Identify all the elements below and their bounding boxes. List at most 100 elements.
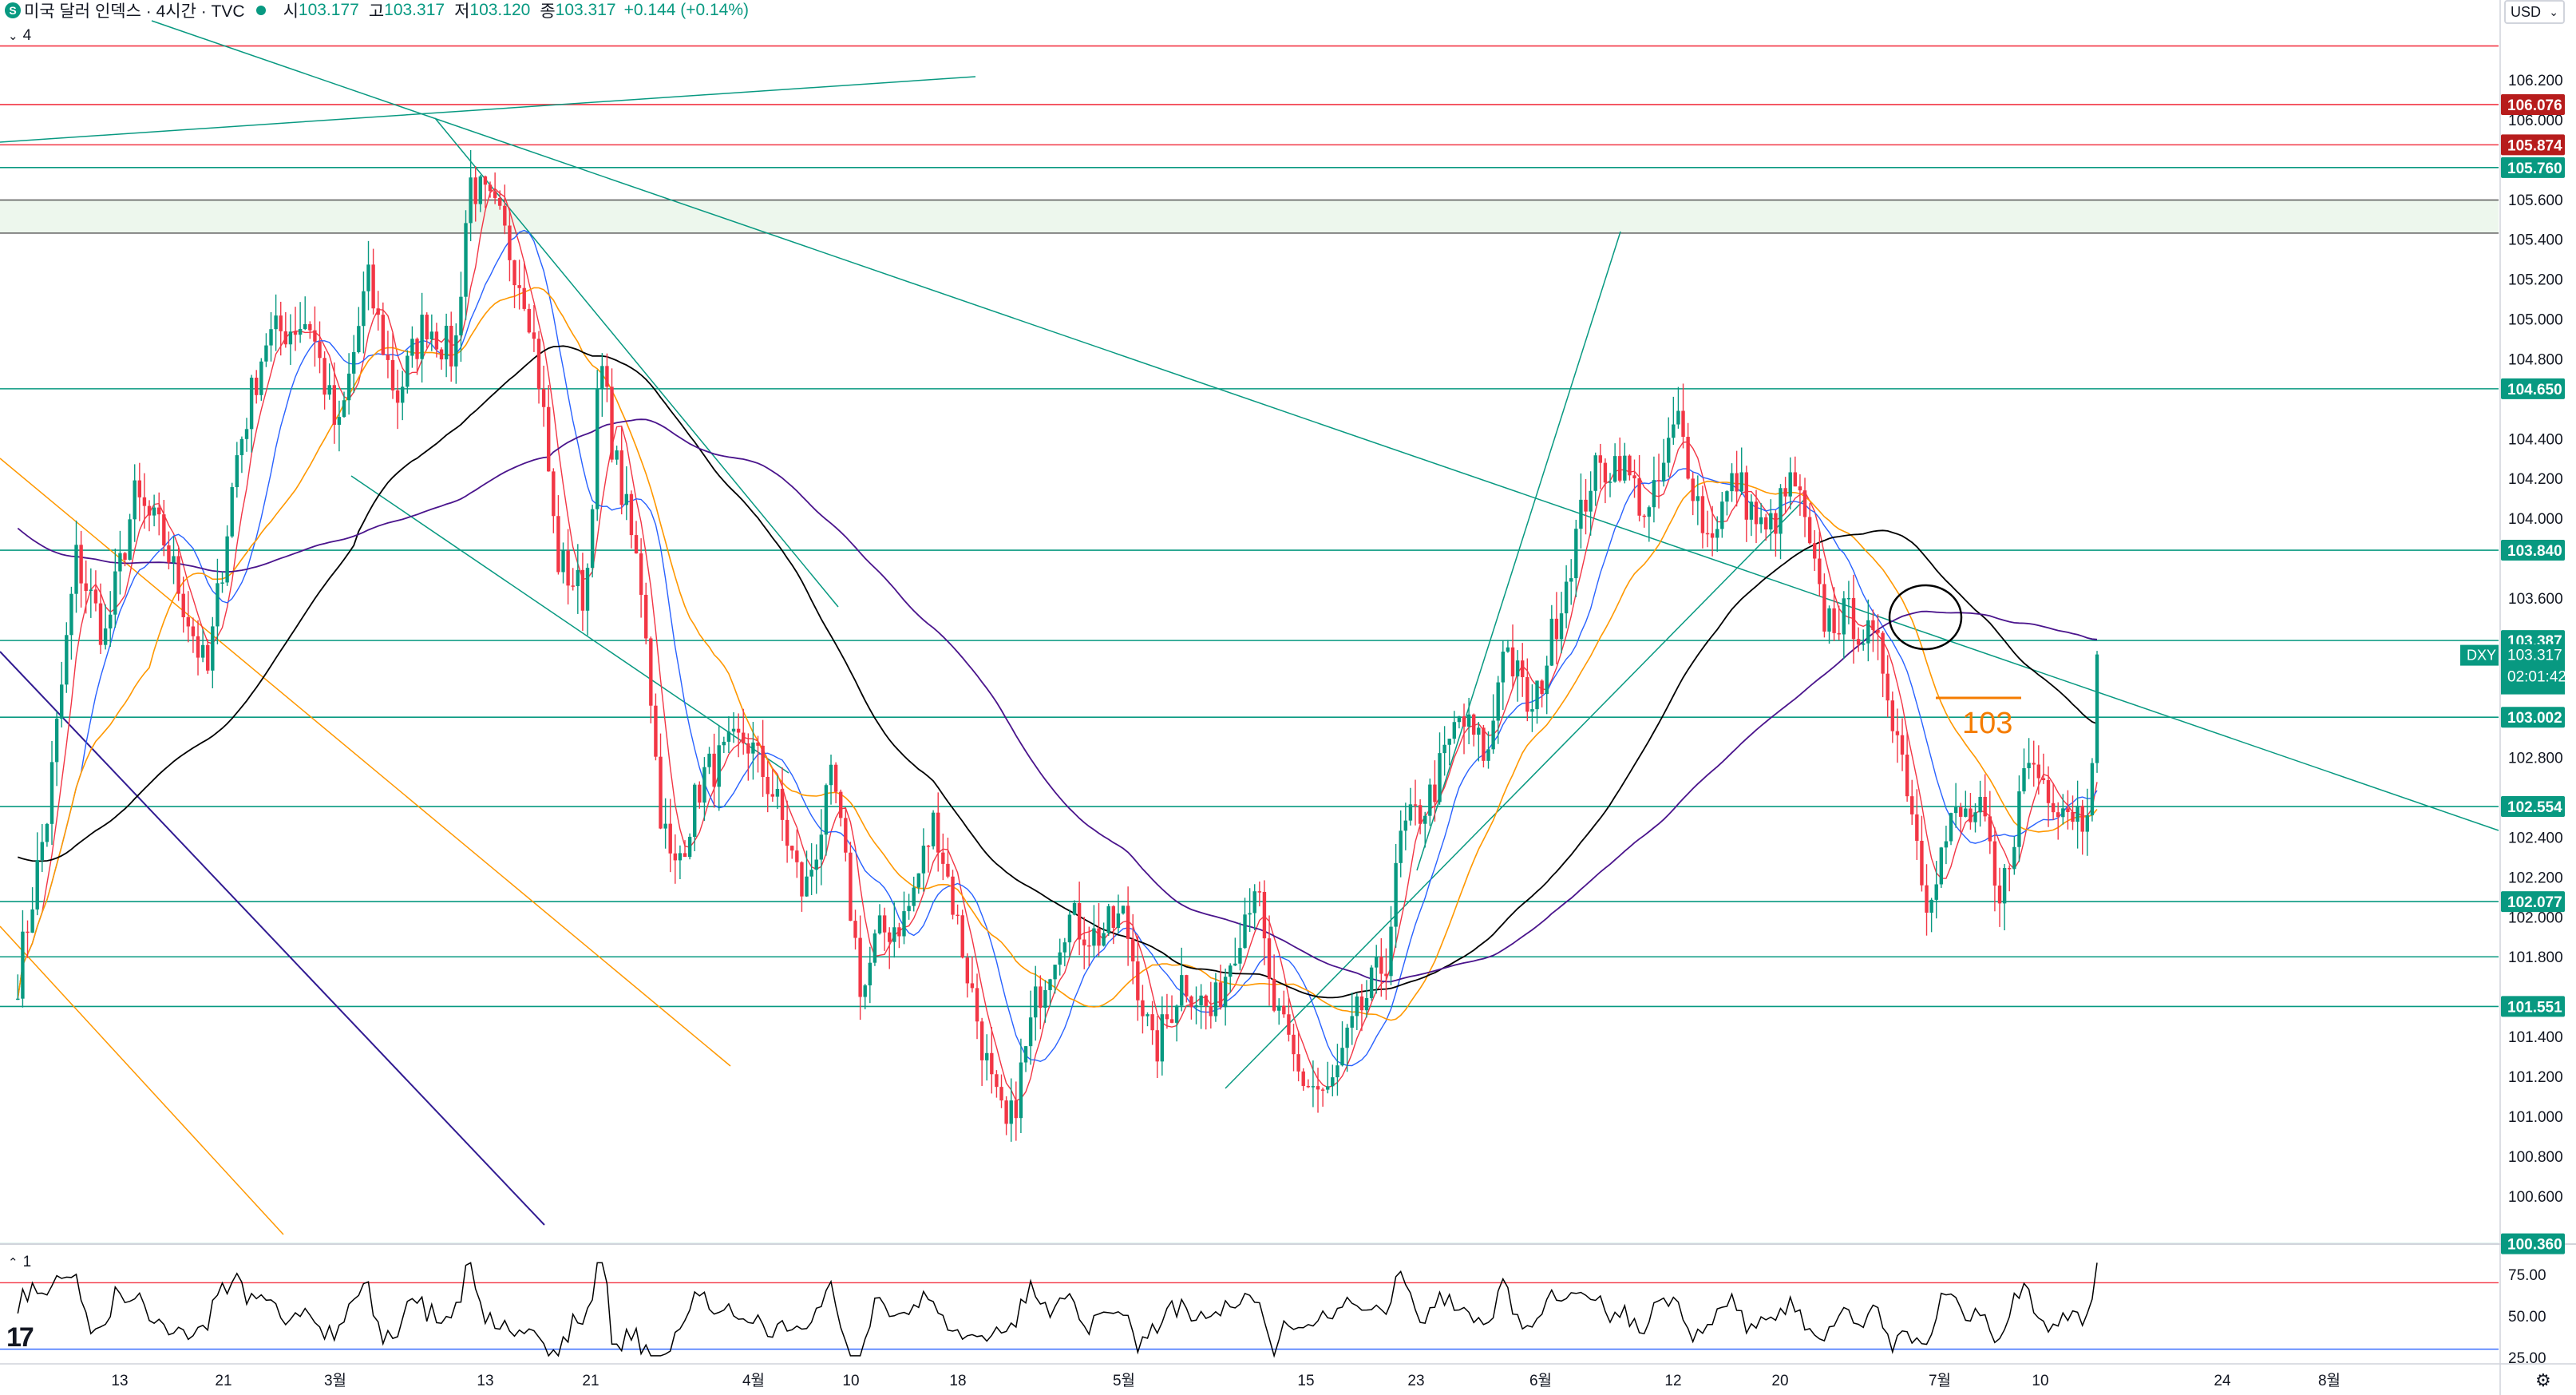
candle-body (1637, 478, 1641, 516)
candle-body (503, 205, 507, 226)
candle-body (1642, 515, 1646, 517)
main-pane-toggle[interactable]: ⌄ 4 (8, 27, 31, 45)
candle-body (1983, 796, 1987, 817)
candle-body (1185, 975, 1189, 997)
time-tick-label: 13 (111, 1373, 128, 1389)
candle-body (1418, 805, 1423, 824)
candle-body (429, 331, 434, 340)
candle-body (1282, 1005, 1286, 1015)
candle-body (751, 742, 755, 754)
candle-body (663, 823, 667, 829)
candle-body (1102, 933, 1106, 946)
candle-body (1028, 1017, 1033, 1047)
time-tick-label: 18 (949, 1373, 966, 1389)
candle-body (478, 176, 483, 204)
price-tick-label: 105.600 (2508, 192, 2563, 209)
candle-body (1881, 632, 1885, 674)
candle-body (2075, 806, 2079, 822)
price-label-box (2501, 996, 2565, 1017)
candle-body (1700, 496, 1705, 533)
candle-body (1058, 952, 1062, 965)
currency-label: USD (2511, 3, 2542, 20)
candle-body (1248, 913, 1252, 915)
market-status-icon (255, 6, 266, 15)
candle-body (527, 308, 532, 333)
candle-body (654, 705, 658, 757)
ma-black-line (18, 345, 2098, 999)
annotations: 103 (1888, 584, 2021, 740)
candle-body (390, 359, 395, 390)
candle-body (1920, 840, 1924, 886)
candle-body (858, 937, 862, 997)
candle-body (1832, 608, 1836, 633)
candle-body (1915, 814, 1919, 841)
candle-body (366, 264, 370, 291)
candle-body (1895, 731, 1900, 735)
candle-body (21, 931, 25, 999)
chart-title[interactable]: 미국 달러 인덱스 · 4시간 · TVC (24, 2, 245, 21)
candle-body (2061, 808, 2065, 818)
candle-body (1910, 796, 1914, 814)
tradingview-logo[interactable]: 17 (6, 1322, 34, 1353)
candle-body (1160, 1014, 1165, 1062)
price-label: 105.760 (2507, 161, 2562, 177)
candle-body (346, 373, 351, 401)
candle-body (1048, 979, 1052, 990)
currency-selector[interactable]: USD ⌄ (2504, 0, 2565, 24)
candle-body (1077, 902, 1082, 940)
candle-body (853, 921, 857, 938)
gear-icon[interactable]: ⚙ (2535, 1370, 2551, 1390)
candle-body (1106, 906, 1110, 933)
candles (16, 149, 2099, 1142)
candle-body (313, 330, 317, 342)
candle-body (580, 569, 585, 611)
candle-body (1408, 804, 1413, 821)
candle-body (230, 487, 234, 537)
candle-body (678, 853, 683, 861)
candle-body (946, 863, 950, 877)
candle-body (1462, 716, 1466, 727)
candle-body (128, 519, 132, 561)
candle-body (995, 1074, 999, 1088)
price-tick-label: 101.800 (2508, 949, 2563, 966)
candle-body (731, 728, 736, 732)
price-label: 101.551 (2507, 999, 2562, 1016)
candle-body (434, 331, 439, 350)
candle-body (849, 852, 853, 921)
candle-body (800, 862, 804, 897)
time-tick-label: 23 (1407, 1373, 1424, 1389)
candle-body (157, 507, 161, 515)
candle-body (1287, 1014, 1291, 1035)
trend-line (0, 925, 284, 1235)
main-pane-count: 4 (22, 27, 32, 44)
candle-body (1014, 1100, 1019, 1119)
candle-body (1062, 942, 1067, 953)
candle-body (1326, 1086, 1330, 1090)
candle-body (985, 1052, 989, 1060)
candle-body (425, 315, 429, 340)
candle-body (770, 794, 775, 797)
candle-body (1379, 957, 1383, 974)
candle-body (1087, 945, 1091, 947)
candle-body (1818, 558, 1822, 585)
oscillator-pane-toggle[interactable]: ⌃ 1 (8, 1254, 31, 1271)
candle-body (1331, 1077, 1335, 1087)
candle-body (444, 325, 449, 360)
candle-body (1749, 501, 1754, 520)
candle-body (1603, 462, 1608, 483)
price-tick-label: 101.000 (2508, 1109, 2563, 1126)
candle-body (1072, 902, 1077, 915)
candle-body (590, 509, 595, 569)
candle-body (556, 516, 560, 573)
time-tick-label: 4월 (742, 1372, 765, 1389)
high-label: 고 (368, 2, 385, 21)
candle-body (1739, 472, 1743, 492)
candle-body (1579, 499, 1583, 529)
candle-body (1364, 997, 1369, 1011)
candle-body (1438, 753, 1442, 803)
candle-body (357, 326, 361, 352)
candle-body (742, 732, 746, 743)
candle-body (1092, 928, 1096, 946)
candle-body (1359, 996, 1364, 1011)
